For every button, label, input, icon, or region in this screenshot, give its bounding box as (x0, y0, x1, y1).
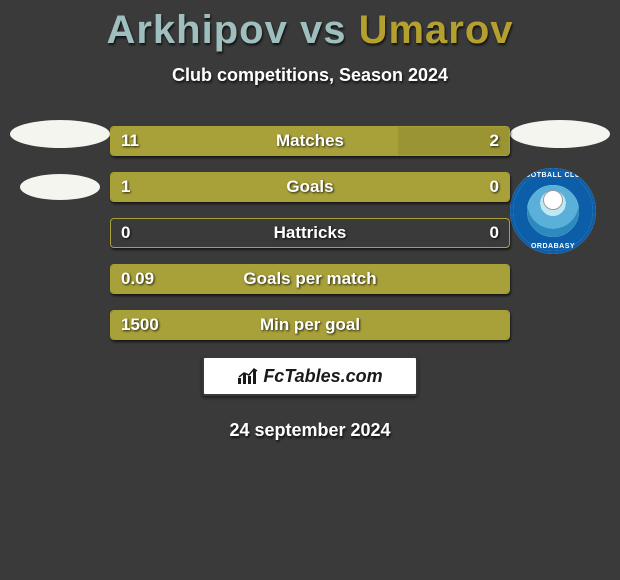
bar-left-fill (111, 173, 509, 201)
chart-icon (237, 367, 259, 385)
subtitle: Club competitions, Season 2024 (0, 65, 620, 86)
right-player-avatar (510, 120, 610, 148)
date-line: 24 september 2024 (0, 420, 620, 441)
right-club-badge: FOOTBALL CLUB ORDABASY (510, 168, 596, 254)
bar-left-fill (111, 127, 398, 155)
left-player-avatar (10, 120, 110, 148)
stat-label: Hattricks (111, 219, 509, 247)
page-title: Arkhipov vs Umarov (0, 0, 620, 53)
left-club-avatar (20, 174, 100, 200)
vs-text: vs (300, 8, 347, 52)
brand-text: FcTables.com (263, 366, 382, 387)
badge-bottom-text: ORDABASY (510, 243, 596, 250)
stat-row: Matches112 (110, 126, 510, 156)
comparison-area: FOOTBALL CLUB ORDABASY Matches112 Goals10… (0, 126, 620, 340)
bar-left-fill (111, 265, 509, 293)
stat-row: Goals10 (110, 172, 510, 202)
player-right-name: Umarov (359, 8, 514, 52)
stat-row: Goals per match0.09 (110, 264, 510, 294)
stat-row: Min per goal1500 (110, 310, 510, 340)
stat-bars: Matches112 Goals10 Hattricks0 0 Goals per ma… (110, 126, 510, 340)
stat-row: Hattricks0 0 (110, 218, 510, 248)
bar-left-fill (111, 311, 509, 339)
stat-left-value: 0 (121, 219, 130, 247)
badge-top-text: FOOTBALL CLUB (510, 172, 596, 179)
right-avatar-stack: FOOTBALL CLUB ORDABASY (510, 120, 610, 254)
player-left-name: Arkhipov (106, 8, 287, 52)
left-avatar-stack (10, 120, 110, 226)
brand-box[interactable]: FcTables.com (202, 356, 418, 396)
bar-right-fill (398, 127, 509, 155)
stat-right-value: 0 (490, 219, 499, 247)
